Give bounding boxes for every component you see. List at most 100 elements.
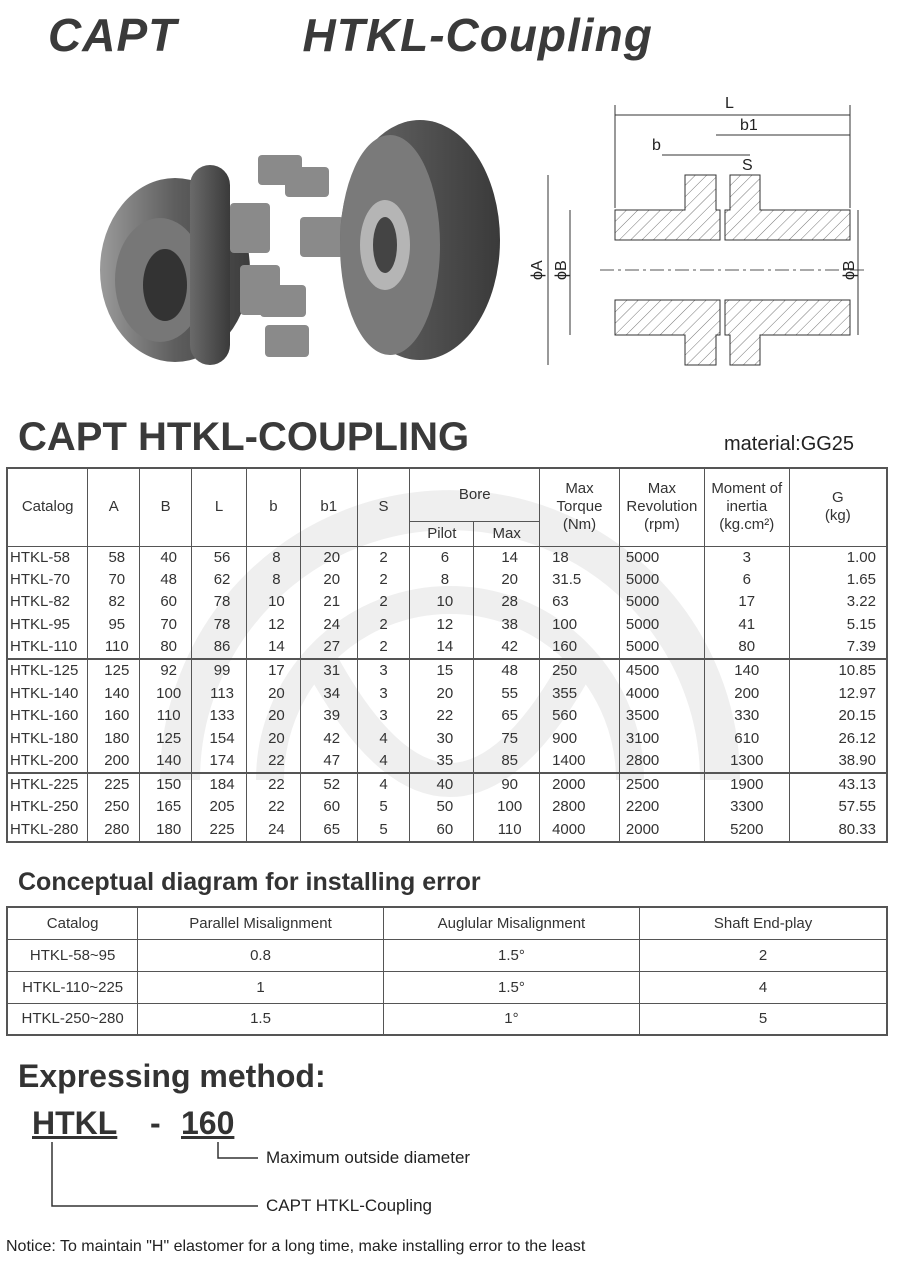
header-pilot: Pilot <box>409 520 475 547</box>
table-cell: HTKL-110 <box>6 636 89 660</box>
table-cell: 5000 <box>618 568 705 592</box>
table-cell: 2000 <box>618 818 705 842</box>
table-cell: 20 <box>299 546 358 569</box>
header-max: Max <box>473 520 541 547</box>
table-cell: 42 <box>299 727 358 751</box>
header-revolution: Max Revolution (rpm) <box>618 467 705 547</box>
table-cell: 165 <box>139 796 193 819</box>
table-cell: HTKL-250 <box>6 796 89 819</box>
dim-L: L <box>725 95 734 112</box>
table-cell: 2 <box>356 546 411 569</box>
table-cell: 78 <box>191 591 247 614</box>
table-cell: 5 <box>639 1002 888 1036</box>
material-label: material:GG25 <box>724 433 855 455</box>
table-cell: 160 <box>539 636 620 660</box>
table-cell: 75 <box>473 727 541 751</box>
header-B: B <box>139 467 193 547</box>
table-cell: 95 <box>87 613 141 637</box>
table-cell: 60 <box>139 591 193 614</box>
table-cell: 40 <box>139 546 193 569</box>
table-cell: 250 <box>87 796 141 819</box>
table-cell: 20 <box>246 727 301 751</box>
table-cell: 22 <box>246 796 301 819</box>
header-weight: G (kg) <box>788 467 888 547</box>
table-row: HTKL-58~95 0.8 1.5° 2 <box>6 938 888 972</box>
prefix-note: CAPT HTKL-Coupling <box>266 1196 432 1215</box>
spec-table: Catalog A B L b b1 S Bore Max Torque (Nm) … <box>6 467 888 843</box>
table-cell: 10 <box>409 591 475 614</box>
table-cell: 60 <box>299 796 358 819</box>
table-cell: 2800 <box>618 750 705 774</box>
notice-text: Notice: To maintain "H" elastomer for a … <box>6 1238 586 1255</box>
table-cell: 280 <box>87 818 141 842</box>
table-cell: 180 <box>87 727 141 751</box>
header-b1: b1 <box>299 467 358 547</box>
table-row: HTKL-58 58 40 56 8 20 2 6 14 18 5000 3 1.00 <box>6 546 888 569</box>
expressing-leader-lines <box>51 1142 258 1207</box>
table-cell: 20 <box>246 704 301 728</box>
table-cell: 18 <box>539 546 620 569</box>
table-cell: 140 <box>703 658 790 683</box>
table-cell: 900 <box>539 727 620 751</box>
table-cell: 100 <box>473 796 541 819</box>
err-header-parallel: Parallel Misalignment <box>137 906 384 940</box>
header-inertia-line: inertia <box>726 498 768 516</box>
table-cell: 80 <box>139 636 193 660</box>
table-cell: 85 <box>473 750 541 774</box>
header-catalog: Catalog <box>6 467 89 547</box>
table-cell: 150 <box>139 772 193 797</box>
installing-error-table: Catalog Parallel Misalignment Auglular M… <box>6 906 888 1036</box>
table-cell: 24 <box>246 818 301 842</box>
table-cell: 92 <box>139 658 193 683</box>
table-cell: 205 <box>191 796 247 819</box>
table-cell: 10.85 <box>788 658 888 683</box>
table-cell: HTKL-58~95 <box>6 938 139 972</box>
table-cell: 80 <box>703 636 790 660</box>
table-cell: 174 <box>191 750 247 774</box>
table-cell: 48 <box>139 568 193 592</box>
coupling-illustration <box>100 120 500 365</box>
table-cell: 28 <box>473 591 541 614</box>
table-cell: 3300 <box>703 796 790 819</box>
table-cell: 48 <box>473 658 541 683</box>
table-cell: 154 <box>191 727 247 751</box>
table-cell: HTKL-82 <box>6 591 89 614</box>
page-title: CAPT HTKL-Coupling <box>48 9 653 61</box>
table-cell: 225 <box>87 772 141 797</box>
table-cell: 3100 <box>618 727 705 751</box>
table-cell: 65 <box>473 704 541 728</box>
table-row: HTKL-250~280 1.5 1° 5 <box>6 1002 888 1036</box>
dim-phiB-right: ϕB <box>841 260 858 280</box>
table-cell: 2800 <box>539 796 620 819</box>
table-cell: 610 <box>703 727 790 751</box>
table-cell: 34 <box>299 682 358 705</box>
table-cell: 5000 <box>618 636 705 660</box>
table-cell: 0.8 <box>137 938 384 972</box>
table-row: HTKL-160 160 110 133 20 39 3 22 65 560 3500 330 20.1… <box>6 704 888 728</box>
table-cell: 58 <box>87 546 141 569</box>
header-S: S <box>356 467 411 547</box>
table-cell: 26.12 <box>788 727 888 751</box>
table-cell: 20 <box>299 568 358 592</box>
table-cell: 90 <box>473 772 541 797</box>
table-cell: 52 <box>299 772 358 797</box>
table-cell: 10 <box>246 591 301 614</box>
table-cell: 5.15 <box>788 613 888 637</box>
table-cell: 56 <box>191 546 247 569</box>
header-torque: Max Torque (Nm) <box>539 467 620 547</box>
table-cell: 125 <box>87 658 141 683</box>
table-cell: 140 <box>139 750 193 774</box>
table-cell: 17 <box>246 658 301 683</box>
table-cell: 110 <box>473 818 541 842</box>
header-weight-line: (kg) <box>824 507 851 525</box>
table-row: HTKL-110 110 80 86 14 27 2 14 42 160 5000 80 7.39 <box>6 636 888 660</box>
table-cell: 4 <box>356 750 411 774</box>
table-cell: 43.13 <box>788 772 888 797</box>
table-cell: 14 <box>409 636 475 660</box>
dim-b1: b1 <box>740 117 758 134</box>
table-cell: 5 <box>356 796 411 819</box>
err-header-angular: Auglular Misalignment <box>382 906 641 940</box>
error-section-title: Conceptual diagram for installing error <box>18 868 481 896</box>
table-cell: 4500 <box>618 658 705 683</box>
table-cell: HTKL-125 <box>6 658 89 683</box>
